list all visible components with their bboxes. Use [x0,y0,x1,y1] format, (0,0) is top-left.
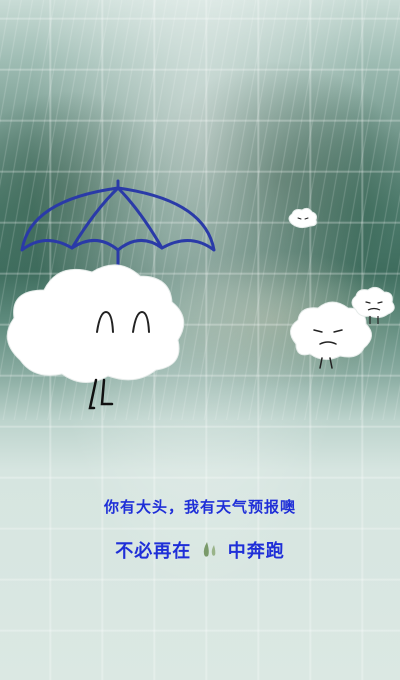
umbrella-icon [20,179,216,274]
tiny-cloud [288,207,317,229]
sad-cloud-small [351,286,395,324]
caption-line-2: 不必再在 中奔跑 [0,537,400,563]
cloud-character [6,264,185,410]
caption-line-2-start: 不必再在 [115,541,192,562]
sad-cloud-right [290,301,372,369]
caption-line-1: 你有大头，我有天气预报噢 [103,498,296,516]
raindrops-icon [203,542,215,557]
caption-line-2-end: 中奔跑 [227,541,285,562]
